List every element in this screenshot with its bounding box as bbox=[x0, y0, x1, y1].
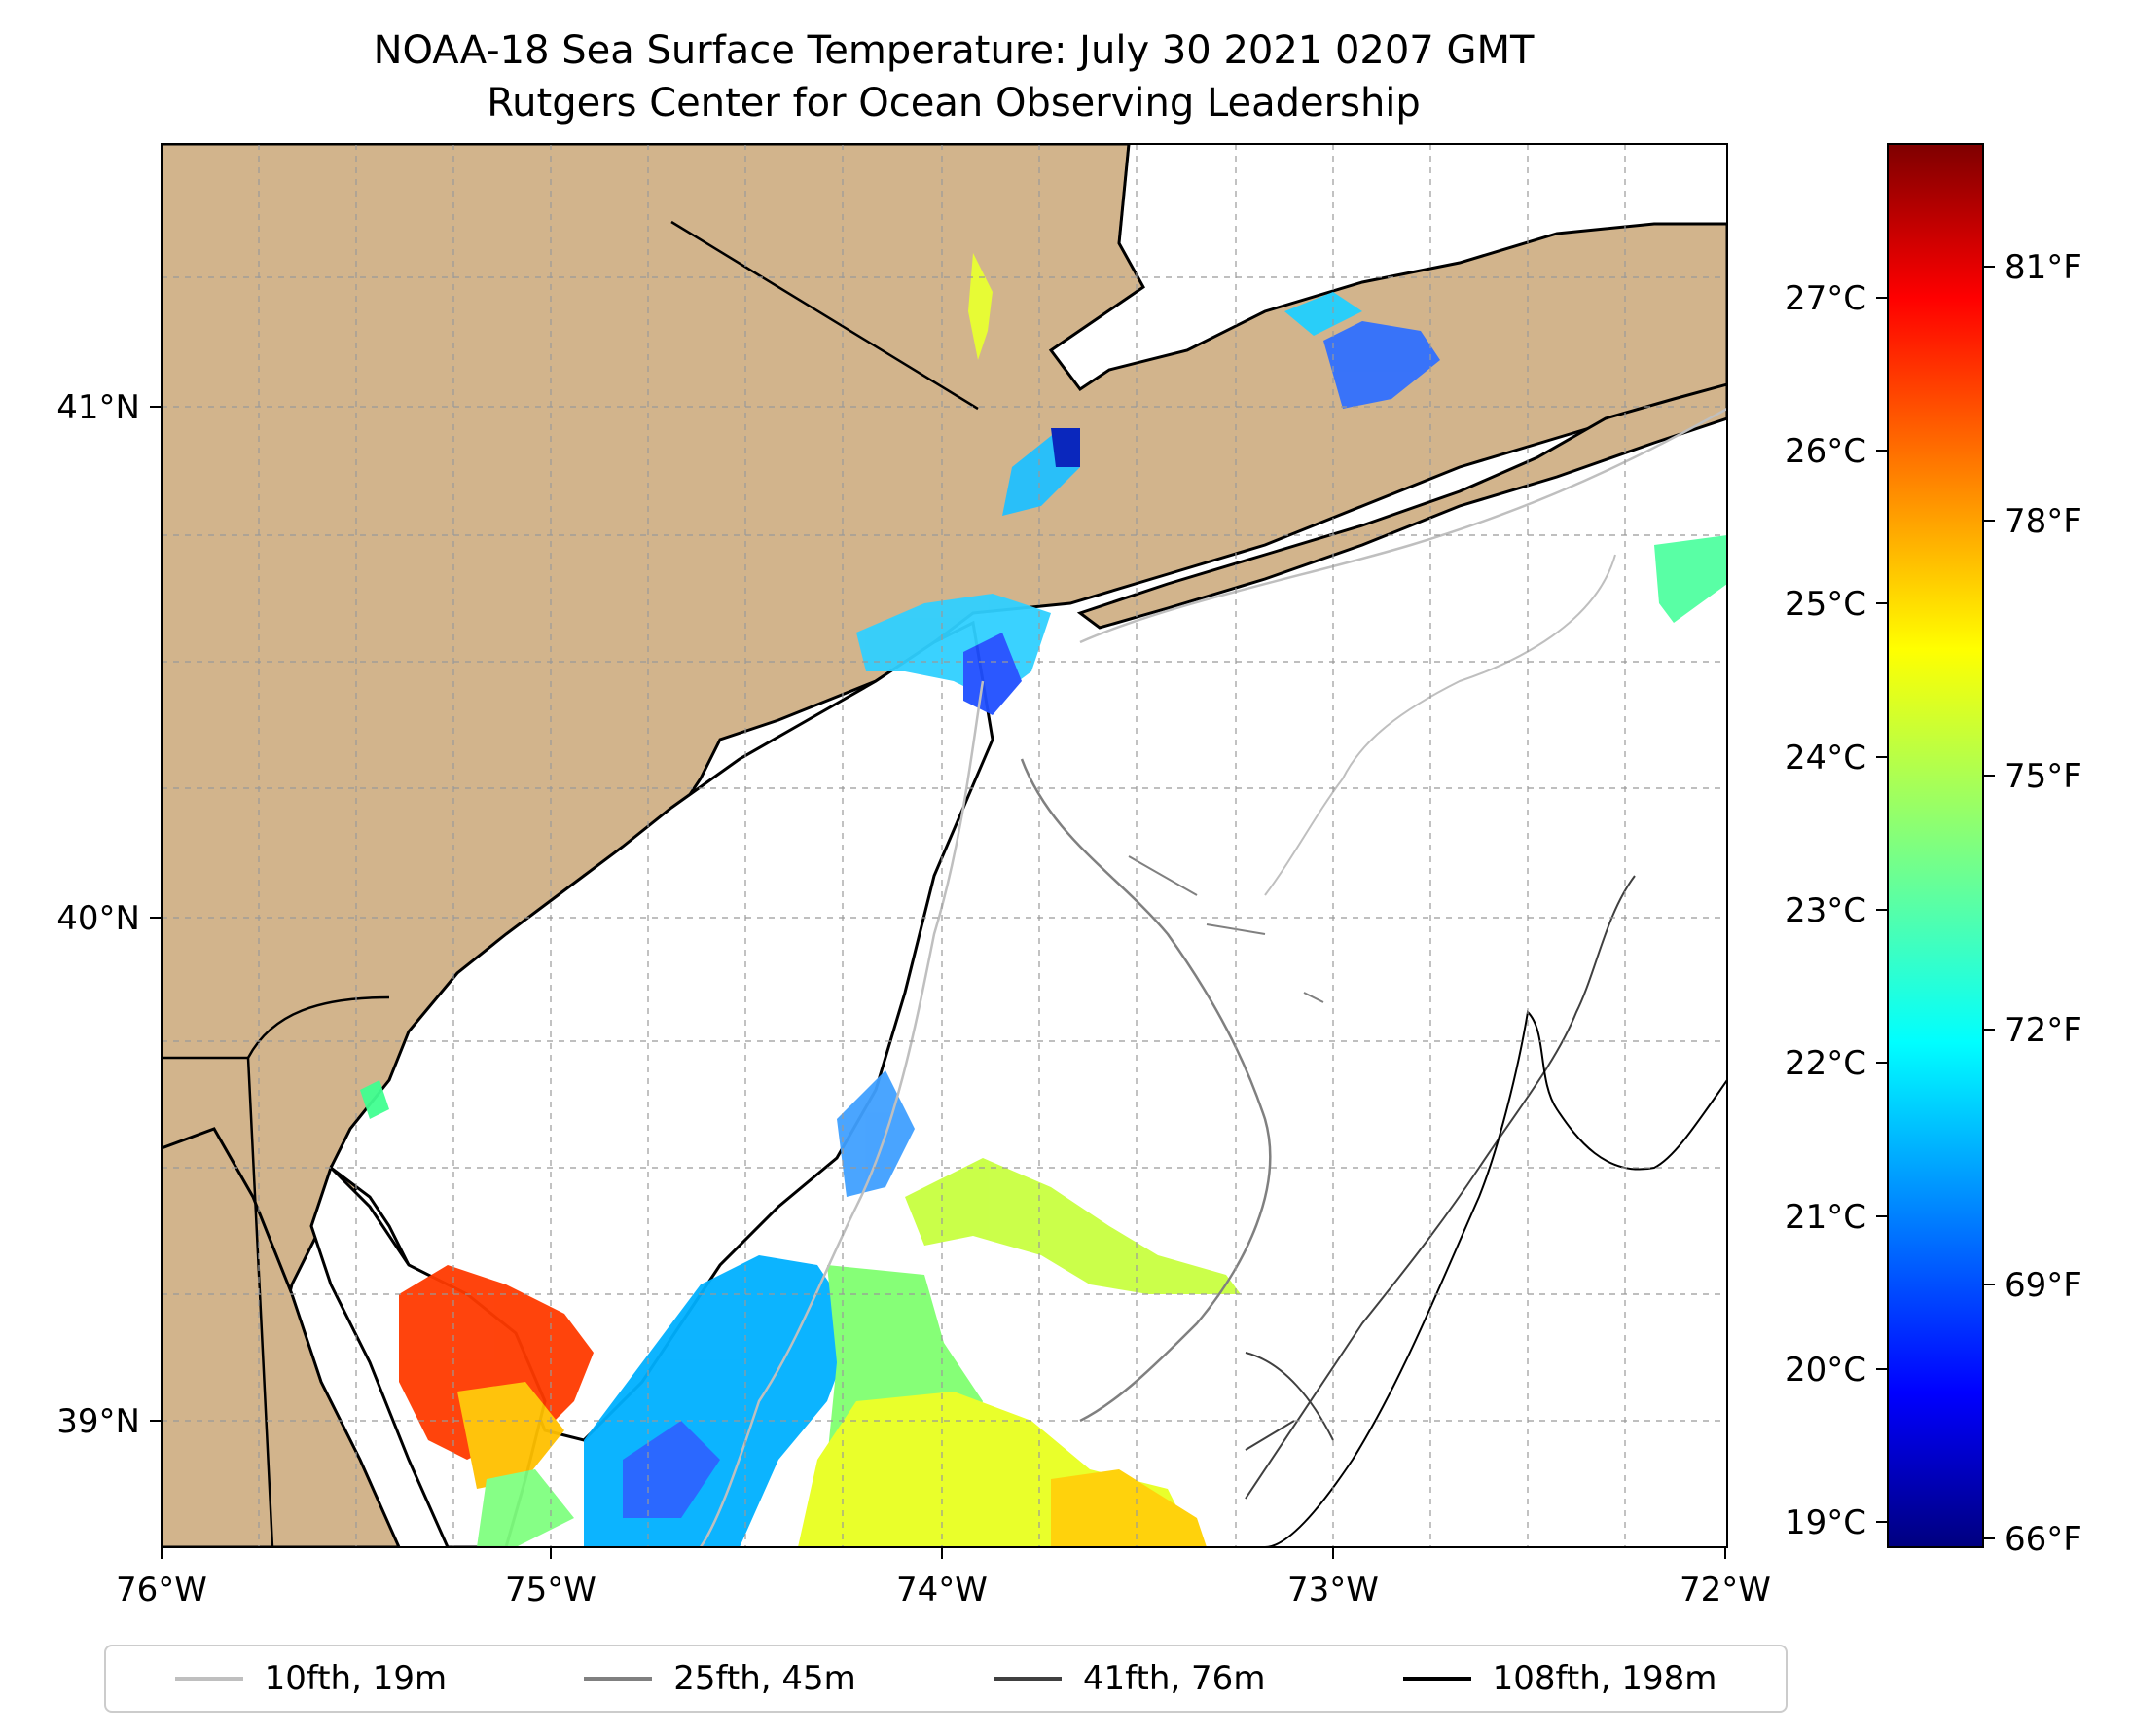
lon-tick-74w: 74°W bbox=[896, 1571, 988, 1609]
long-island bbox=[1076, 382, 1727, 630]
colorbar-c-25: 25°C bbox=[1785, 585, 1866, 624]
legend-item-25fth: 25fth, 45m bbox=[584, 1659, 856, 1698]
colorbar-f-69: 69°F bbox=[2005, 1266, 2082, 1305]
isobaths bbox=[699, 407, 1727, 1547]
lat-tick-39n: 39°N bbox=[56, 1402, 140, 1441]
colorbar-c-23: 23°C bbox=[1785, 891, 1866, 930]
colorbar-c-26: 26°C bbox=[1785, 432, 1866, 471]
colorbar-c-24: 24°C bbox=[1785, 739, 1866, 778]
legend-item-108fth: 108fth, 198m bbox=[1402, 1659, 1717, 1698]
colorbar-f-75: 75°F bbox=[2005, 757, 2082, 796]
legend-line-icon bbox=[174, 1677, 243, 1681]
colorbar-c-27: 27°C bbox=[1785, 279, 1866, 318]
map-title: NOAA-18 Sea Surface Temperature: July 30… bbox=[373, 28, 1535, 73]
legend-label: 41fth, 76m bbox=[1082, 1659, 1266, 1698]
colorbar-ticks bbox=[1876, 266, 1995, 1539]
lon-tick-75w: 75°W bbox=[505, 1571, 596, 1609]
lat-tick-41n: 41°N bbox=[56, 388, 140, 427]
delmarva bbox=[162, 1127, 401, 1547]
sst-data bbox=[360, 253, 1727, 1547]
lon-tick-76w: 76°W bbox=[116, 1571, 207, 1609]
legend-item-10fth: 10fth, 19m bbox=[174, 1659, 448, 1698]
colorbar-f-66: 66°F bbox=[2005, 1520, 2082, 1559]
colorbar-c-22: 22°C bbox=[1785, 1044, 1866, 1083]
colorbar-f-78: 78°F bbox=[2005, 502, 2082, 541]
lon-tick-72w: 72°W bbox=[1680, 1571, 1771, 1609]
lat-tick-40n: 40°N bbox=[56, 899, 140, 938]
lon-tick-marks bbox=[150, 406, 1726, 1559]
legend-item-41fth: 41fth, 76m bbox=[993, 1659, 1266, 1698]
state-border bbox=[162, 144, 1145, 1547]
map-subtitle: Rutgers Center for Ocean Observing Leade… bbox=[487, 81, 1421, 126]
colorbar-c-20: 20°C bbox=[1785, 1351, 1866, 1390]
legend-label: 10fth, 19m bbox=[264, 1659, 448, 1698]
legend-label: 25fth, 45m bbox=[673, 1659, 856, 1698]
lon-tick-73w: 73°W bbox=[1287, 1571, 1379, 1609]
legend-line-icon bbox=[993, 1677, 1062, 1681]
colorbar bbox=[1887, 143, 1984, 1548]
colorbar-f-81: 81°F bbox=[2005, 248, 2082, 287]
colorbar-f-72: 72°F bbox=[2005, 1011, 2082, 1050]
legend-line-icon bbox=[1402, 1677, 1471, 1681]
colorbar-c-19: 19°C bbox=[1785, 1503, 1866, 1542]
isobath-legend: 10fth, 19m 25fth, 45m 41fth, 76m 108fth,… bbox=[104, 1645, 1788, 1713]
coastal-water bbox=[329, 620, 994, 1442]
map-frame bbox=[161, 143, 1728, 1548]
colorbar-c-21: 21°C bbox=[1785, 1198, 1866, 1237]
legend-label: 108fth, 198m bbox=[1492, 1659, 1717, 1698]
legend-line-icon bbox=[584, 1677, 653, 1681]
gridlines bbox=[162, 144, 1727, 1547]
